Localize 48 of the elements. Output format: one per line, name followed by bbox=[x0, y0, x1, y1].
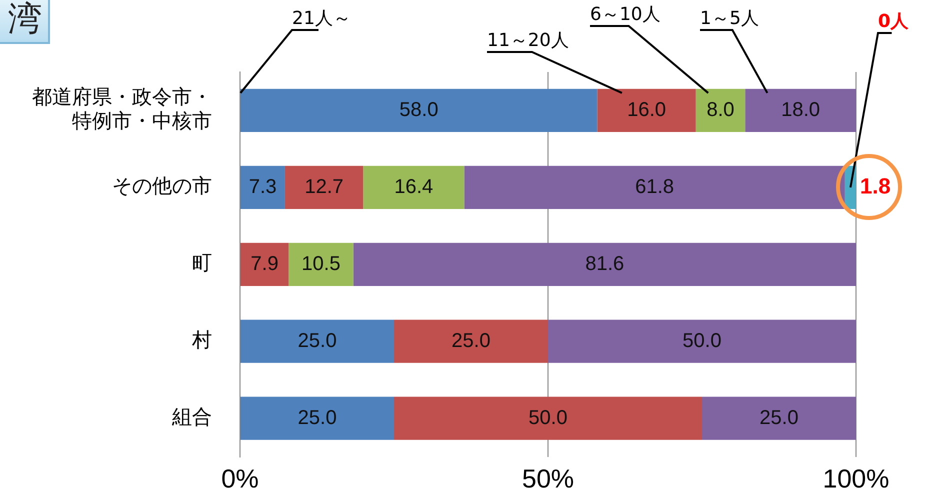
bar bbox=[702, 396, 856, 440]
data-label: 25.0 bbox=[760, 406, 798, 429]
bar bbox=[745, 88, 856, 132]
text: 11～20人 bbox=[487, 30, 569, 51]
bar bbox=[696, 88, 746, 132]
data-label: 25.0 bbox=[298, 406, 337, 429]
y-tick-label: 町 bbox=[192, 250, 212, 275]
bar bbox=[363, 166, 464, 209]
data-label: 16.4 bbox=[394, 176, 434, 198]
data-label: 61.8 bbox=[635, 176, 674, 198]
bar bbox=[240, 242, 289, 286]
text: 21人～ bbox=[292, 8, 351, 29]
bar bbox=[240, 396, 394, 440]
x-tick-label: 50% bbox=[522, 464, 574, 494]
text: 0人 bbox=[878, 11, 910, 32]
data-label: 50.0 bbox=[528, 406, 568, 429]
data-label: 7.9 bbox=[250, 252, 278, 275]
bar bbox=[240, 88, 598, 132]
data-label: 25.0 bbox=[298, 330, 337, 352]
data-label: 10.5 bbox=[302, 252, 340, 275]
data-label: 50.0 bbox=[682, 330, 722, 352]
bar bbox=[240, 166, 285, 209]
data-label: 58.0 bbox=[399, 98, 438, 121]
data-label: 81.6 bbox=[585, 252, 624, 275]
data-label: 25.0 bbox=[452, 330, 490, 352]
bar bbox=[284, 166, 364, 209]
data-label: 16.0 bbox=[627, 98, 666, 121]
bar bbox=[288, 242, 354, 286]
y-tick-label: 村 bbox=[191, 328, 212, 352]
bar bbox=[353, 242, 856, 286]
data-label: 7.3 bbox=[248, 176, 277, 198]
bar bbox=[597, 88, 696, 132]
bar bbox=[394, 396, 702, 440]
text: 6～10人 bbox=[590, 4, 660, 25]
data-label: 18.0 bbox=[781, 98, 820, 121]
x-tick-label: 100% bbox=[822, 464, 890, 494]
bar bbox=[394, 320, 548, 363]
bar bbox=[548, 320, 856, 363]
data-label: 8.0 bbox=[706, 98, 734, 121]
x-tick-label: 0% bbox=[221, 464, 259, 494]
chart-title: 湾 bbox=[0, 0, 50, 44]
bar bbox=[240, 320, 394, 363]
y-tick-label: 組合 bbox=[171, 404, 212, 429]
text: 1～5人 bbox=[700, 8, 759, 29]
data-label: 12.7 bbox=[304, 176, 344, 198]
data-label: 1.8 bbox=[860, 174, 891, 199]
y-tick-label: 都道府県・政令市・特例市・中核市 bbox=[32, 84, 212, 133]
y-tick-label: その他の市 bbox=[112, 174, 212, 198]
